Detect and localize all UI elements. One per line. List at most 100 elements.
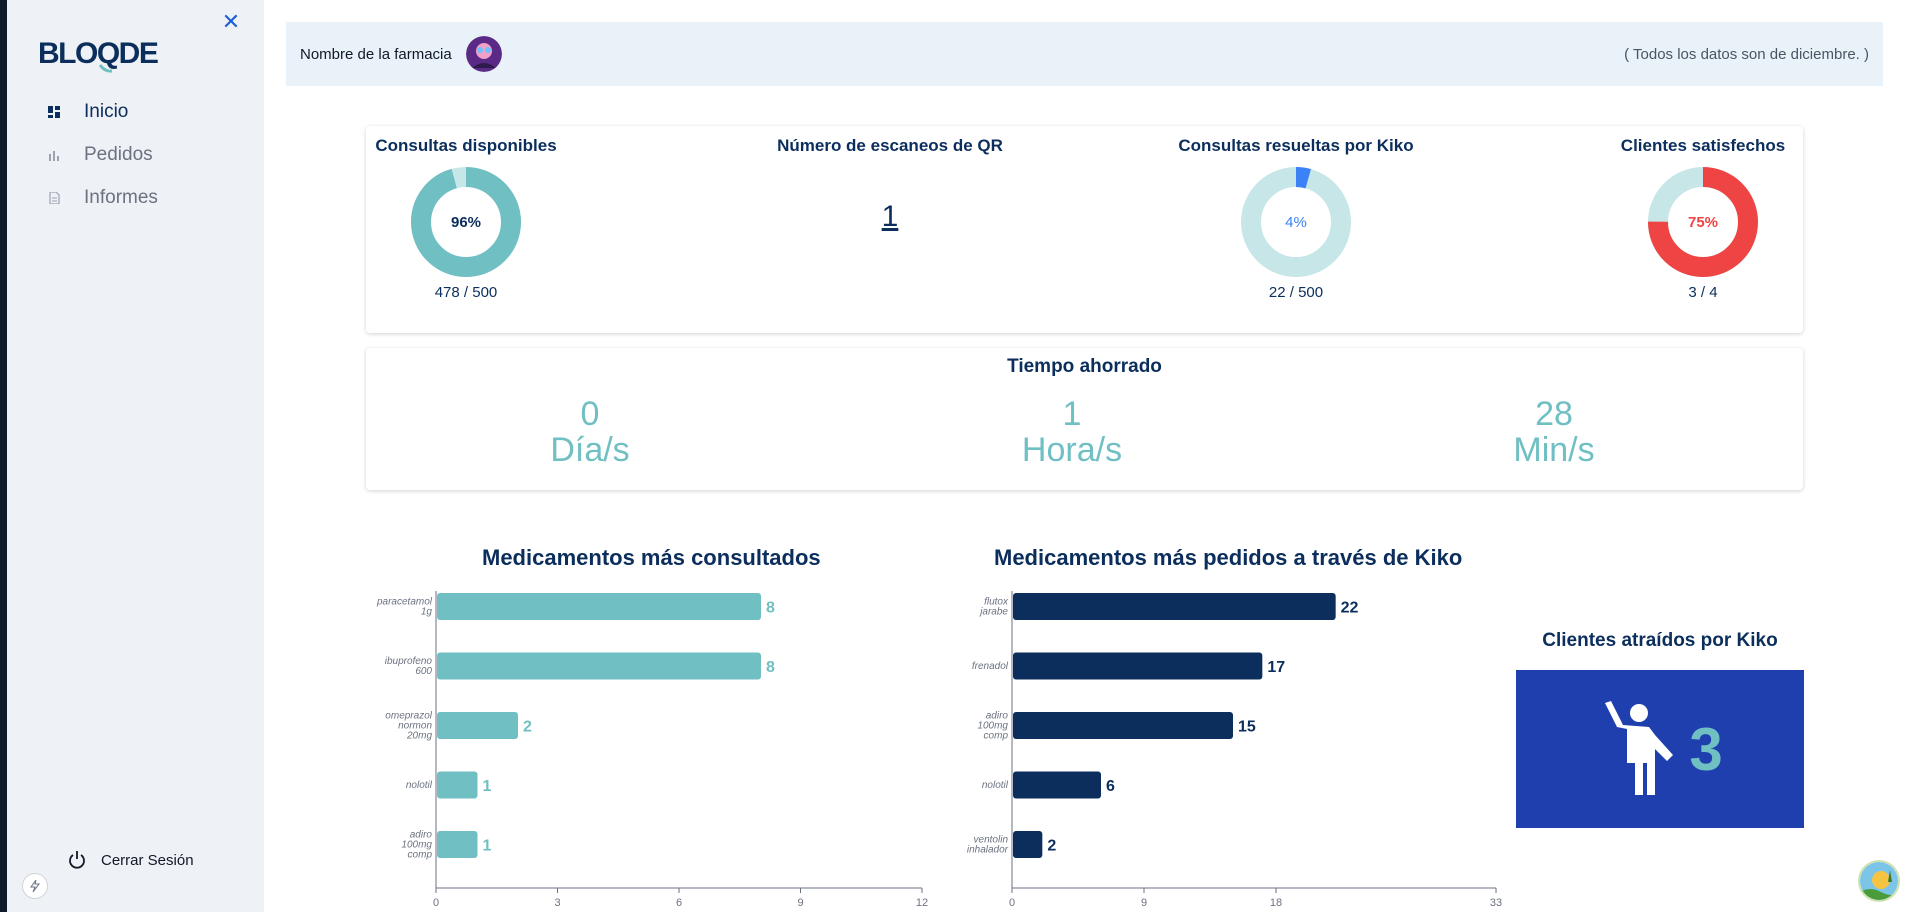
donut-arc bbox=[1241, 167, 1351, 277]
bar bbox=[437, 771, 478, 799]
bar-value-label: 17 bbox=[1267, 659, 1285, 676]
kpi-fraction: 478 / 500 bbox=[434, 284, 498, 301]
bar-chart-icon bbox=[47, 148, 61, 162]
category-label: 1g bbox=[421, 607, 433, 618]
sidebar-item-label: Inicio bbox=[84, 100, 129, 122]
clients-attracted-box: 3 bbox=[1516, 670, 1804, 828]
time-hours: 1 Hora/s bbox=[922, 396, 1222, 468]
kpi-clientes-satisfechos: Clientes satisfechos 75% 3 / 4 bbox=[1613, 126, 1793, 301]
bar bbox=[437, 831, 478, 858]
days-value: 0 bbox=[580, 395, 600, 433]
bar bbox=[437, 593, 761, 620]
consultas-donut: 96% bbox=[411, 167, 521, 277]
category-label: omeprazol bbox=[385, 711, 432, 722]
sidebar-item-informes[interactable]: Informes bbox=[47, 176, 247, 219]
bar bbox=[1013, 831, 1043, 858]
qr-scan-count[interactable]: 1 bbox=[881, 200, 899, 233]
category-label: jarabe bbox=[978, 607, 1008, 618]
resueltas-donut: 4% bbox=[1241, 167, 1351, 277]
clients-attracted-count: 3 bbox=[1689, 715, 1723, 783]
x-tick-label: 12 bbox=[916, 897, 928, 909]
bar-value-label: 2 bbox=[523, 719, 532, 736]
sidebar: BLOQDE ✕ Inicio Pedidos Informes Cerrar … bbox=[7, 0, 264, 912]
assistant-avatar-icon[interactable] bbox=[1858, 860, 1900, 902]
kpi-consultas-disponibles: Consultas disponibles 96% 478 / 500 bbox=[366, 126, 566, 301]
x-tick-label: 9 bbox=[797, 897, 803, 909]
kpi-card: Consultas disponibles 96% 478 / 500 Núme… bbox=[366, 126, 1803, 333]
bar bbox=[437, 652, 761, 680]
close-sidebar-icon[interactable]: ✕ bbox=[221, 9, 241, 34]
category-label: adiro bbox=[986, 711, 1009, 722]
document-icon bbox=[47, 191, 61, 205]
time-saved-card: Tiempo ahorrado 0 Día/s 1 Hora/s 28 Min/… bbox=[366, 348, 1803, 490]
kpi-title: Clientes satisfechos bbox=[1620, 136, 1786, 155]
bar-value-label: 8 bbox=[766, 659, 775, 676]
hours-unit: Hora/s bbox=[1021, 431, 1123, 469]
logout-button[interactable]: Cerrar Sesión bbox=[67, 850, 194, 870]
kpi-fraction: 3 / 4 bbox=[1688, 284, 1718, 301]
x-tick-label: 18 bbox=[1270, 897, 1282, 909]
bar-value-label: 1 bbox=[483, 778, 492, 795]
sidebar-item-pedidos[interactable]: Pedidos bbox=[47, 133, 247, 176]
bar bbox=[1013, 771, 1101, 799]
window-edge bbox=[0, 0, 7, 912]
hours-value: 1 bbox=[1062, 395, 1082, 433]
dashboard-icon bbox=[47, 105, 61, 119]
time-mins: 28 Min/s bbox=[1404, 396, 1704, 468]
bar bbox=[1013, 712, 1233, 739]
bar bbox=[437, 712, 518, 739]
sidebar-item-label: Informes bbox=[84, 186, 158, 208]
x-tick-label: 9 bbox=[1141, 897, 1147, 909]
avatar[interactable] bbox=[465, 36, 502, 72]
category-label: ventolin bbox=[974, 835, 1009, 846]
mins-value: 28 bbox=[1535, 395, 1573, 433]
kpi-title: Número de escaneos de QR bbox=[777, 136, 1003, 155]
category-label: comp bbox=[408, 850, 433, 861]
days-unit: Día/s bbox=[550, 431, 630, 469]
bar-value-label: 22 bbox=[1341, 600, 1359, 617]
kpi-fraction: 22 / 500 bbox=[1268, 284, 1324, 301]
bar-value-label: 1 bbox=[483, 838, 492, 855]
x-tick-label: 0 bbox=[1009, 897, 1015, 909]
x-tick-label: 33 bbox=[1490, 897, 1502, 909]
kpi-title: Consultas disponibles bbox=[375, 136, 557, 155]
sidebar-nav: Inicio Pedidos Informes bbox=[47, 90, 247, 219]
donut-percent: 4% bbox=[1285, 214, 1307, 231]
category-label: ibuprofeno bbox=[385, 656, 433, 667]
sidebar-item-inicio[interactable]: Inicio bbox=[47, 90, 247, 133]
category-label: frenadol bbox=[972, 661, 1009, 672]
bar bbox=[1013, 593, 1336, 620]
category-label: nolotil bbox=[406, 780, 433, 791]
category-label: nolotil bbox=[982, 780, 1009, 791]
chart-title-consultados: Medicamentos más consultados bbox=[482, 545, 821, 570]
header-bar: Nombre de la farmacia ( Todos los datos … bbox=[286, 22, 1883, 86]
bolt-icon[interactable] bbox=[22, 873, 48, 899]
x-tick-label: 0 bbox=[433, 897, 439, 909]
time-saved-title: Tiempo ahorrado bbox=[1007, 356, 1162, 377]
donut-arc bbox=[1648, 167, 1758, 277]
category-label: 20mg bbox=[406, 731, 432, 742]
bar-value-label: 6 bbox=[1106, 778, 1115, 795]
data-period-note: ( Todos los datos son de diciembre. ) bbox=[1624, 45, 1869, 63]
donut-arc bbox=[411, 167, 521, 277]
chart-title-pedidos: Medicamentos más pedidos a través de Kik… bbox=[994, 545, 1463, 570]
power-icon bbox=[69, 851, 85, 869]
category-label: flutox bbox=[984, 597, 1009, 608]
category-label: 100mg bbox=[401, 840, 432, 851]
category-label: adiro bbox=[410, 830, 433, 841]
donut-percent: 75% bbox=[1688, 214, 1718, 231]
kpi-qr-scans: Número de escaneos de QR 1 bbox=[740, 126, 1040, 234]
person-waving-icon bbox=[1605, 701, 1674, 795]
time-days: 0 Día/s bbox=[440, 396, 740, 468]
logo-text: BLOQDE bbox=[38, 37, 158, 70]
category-label: 600 bbox=[415, 666, 432, 677]
kpi-consultas-resueltas: Consultas resueltas por Kiko 4% 22 / 500 bbox=[1176, 126, 1416, 301]
mins-unit: Min/s bbox=[1513, 431, 1595, 469]
category-label: comp bbox=[984, 731, 1009, 742]
bar-value-label: 15 bbox=[1238, 719, 1256, 736]
logo-accent bbox=[98, 64, 113, 73]
bloqde-logo[interactable]: BLOQDE bbox=[38, 34, 158, 74]
x-tick-label: 3 bbox=[554, 897, 560, 909]
